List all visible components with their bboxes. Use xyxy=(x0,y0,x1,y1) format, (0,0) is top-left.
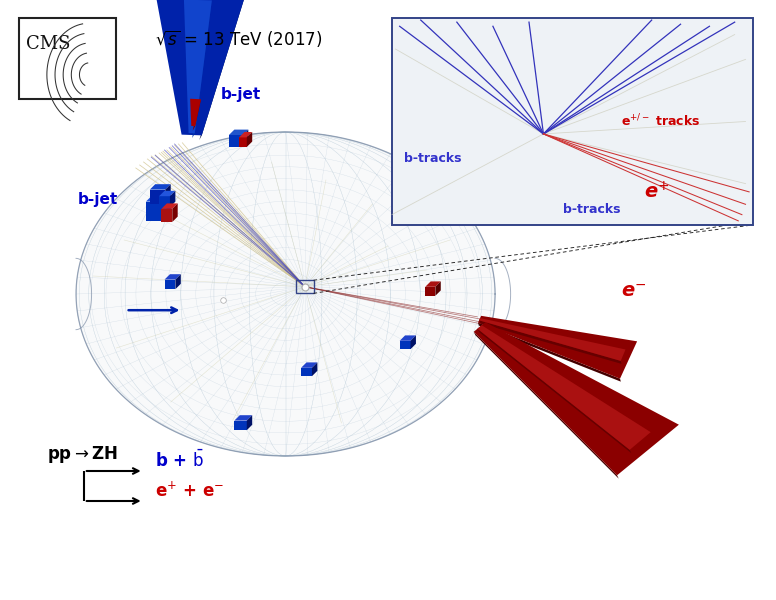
Polygon shape xyxy=(312,362,317,376)
Bar xyxy=(239,137,247,147)
Text: pp$\rightarrow$ZH: pp$\rightarrow$ZH xyxy=(47,444,117,465)
Text: b-tracks: b-tracks xyxy=(404,152,461,165)
Bar xyxy=(19,18,116,99)
Polygon shape xyxy=(190,99,201,126)
Polygon shape xyxy=(478,323,621,382)
Polygon shape xyxy=(172,203,178,222)
Bar xyxy=(296,280,314,293)
Polygon shape xyxy=(150,184,171,190)
Polygon shape xyxy=(400,335,416,341)
Bar xyxy=(159,196,170,207)
Polygon shape xyxy=(159,191,175,196)
Polygon shape xyxy=(192,99,201,131)
Polygon shape xyxy=(247,415,252,430)
Polygon shape xyxy=(477,325,651,450)
Text: e$^{+/-}$ tracks: e$^{+/-}$ tracks xyxy=(621,112,700,129)
Text: e$^{+}$ + e$^{-}$: e$^{+}$ + e$^{-}$ xyxy=(155,481,224,501)
Polygon shape xyxy=(435,281,441,296)
Polygon shape xyxy=(411,335,416,349)
Text: b-tracks: b-tracks xyxy=(563,203,620,216)
Polygon shape xyxy=(76,132,495,456)
Polygon shape xyxy=(229,130,248,135)
Bar xyxy=(392,18,753,225)
Polygon shape xyxy=(166,196,171,221)
Polygon shape xyxy=(478,316,637,379)
Polygon shape xyxy=(477,329,632,453)
Bar xyxy=(161,209,172,222)
Polygon shape xyxy=(243,130,248,147)
Bar xyxy=(400,341,411,349)
Bar xyxy=(425,287,435,296)
Text: e$^{-}$: e$^{-}$ xyxy=(621,282,646,301)
Bar xyxy=(229,135,243,147)
Bar xyxy=(150,190,165,204)
Polygon shape xyxy=(234,415,252,421)
Polygon shape xyxy=(425,281,441,287)
Polygon shape xyxy=(479,318,625,361)
Polygon shape xyxy=(165,274,181,280)
Text: b-jet: b-jet xyxy=(78,192,118,207)
Polygon shape xyxy=(184,0,212,133)
Bar xyxy=(301,368,312,376)
Polygon shape xyxy=(175,274,181,289)
Polygon shape xyxy=(247,132,252,147)
Bar xyxy=(165,280,175,289)
Polygon shape xyxy=(192,1,212,138)
Polygon shape xyxy=(239,132,252,137)
Polygon shape xyxy=(473,332,618,479)
Text: b + $\bar{\mathrm{b}}$: b + $\bar{\mathrm{b}}$ xyxy=(155,449,204,471)
Bar xyxy=(146,202,166,221)
Text: e$^{+}$: e$^{+}$ xyxy=(644,181,670,202)
Text: b-jet: b-jet xyxy=(221,87,262,102)
Text: $\sqrt{s}$ = 13 TeV (2017): $\sqrt{s}$ = 13 TeV (2017) xyxy=(155,28,323,49)
Polygon shape xyxy=(301,362,317,368)
Polygon shape xyxy=(155,0,245,136)
Polygon shape xyxy=(146,196,171,202)
Polygon shape xyxy=(161,203,178,209)
Polygon shape xyxy=(473,322,679,475)
Polygon shape xyxy=(165,184,171,204)
Polygon shape xyxy=(199,0,245,140)
Bar xyxy=(234,421,247,430)
Polygon shape xyxy=(479,320,622,364)
Text: CMS: CMS xyxy=(26,35,70,53)
Polygon shape xyxy=(170,191,175,207)
